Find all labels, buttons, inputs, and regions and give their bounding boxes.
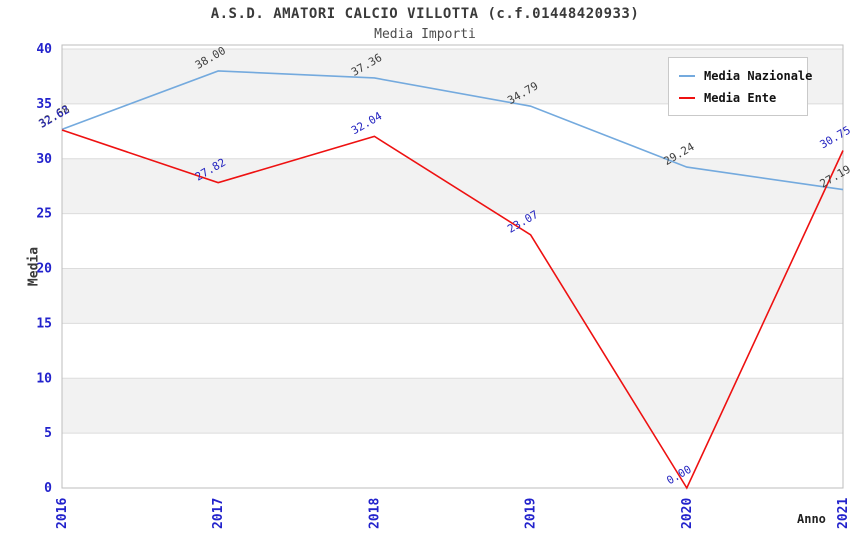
legend-label-media-ente: Media Ente [704,91,777,105]
y-tick-label: 20 [36,262,52,277]
y-axis-title: Media [26,246,42,287]
plot-band [62,268,843,324]
plot-band [62,378,843,434]
x-axis-title: Anno [797,512,826,526]
legend-label-media-nazionale: Media Nazionale [704,69,813,83]
legend-swatch-media-nazionale [679,75,695,77]
y-tick-label: 35 [36,97,52,112]
y-tick-label: 25 [36,207,52,222]
x-tick-label: 2016 [55,498,70,529]
y-tick-label: 0 [44,481,52,496]
x-tick-label: 2019 [524,498,539,529]
x-tick-label: 2018 [367,498,382,529]
y-tick-label: 40 [36,42,52,57]
chart-title: A.S.D. AMATORI CALCIO VILLOTTA (c.f.0144… [210,6,640,22]
x-tick-label: 2020 [680,498,695,529]
y-tick-label: 30 [36,152,52,167]
chart-subtitle: Media Importi [374,27,476,42]
y-tick-label: 10 [36,371,52,386]
legend: Media Nazionale Media Ente [668,57,812,116]
y-tick-label: 15 [36,316,52,331]
legend-item-media-nazionale: Media Nazionale [679,65,812,87]
legend-swatch-media-ente [679,97,695,99]
legend-item-media-ente: Media Ente [679,87,797,109]
series-line-media-nazionale [61,70,844,191]
plot-border [61,44,844,489]
x-tick-label: 2017 [211,498,226,529]
x-tick-label: 2021 [836,498,850,529]
y-tick-label: 5 [44,426,52,441]
series-line-media-ente [61,129,844,490]
